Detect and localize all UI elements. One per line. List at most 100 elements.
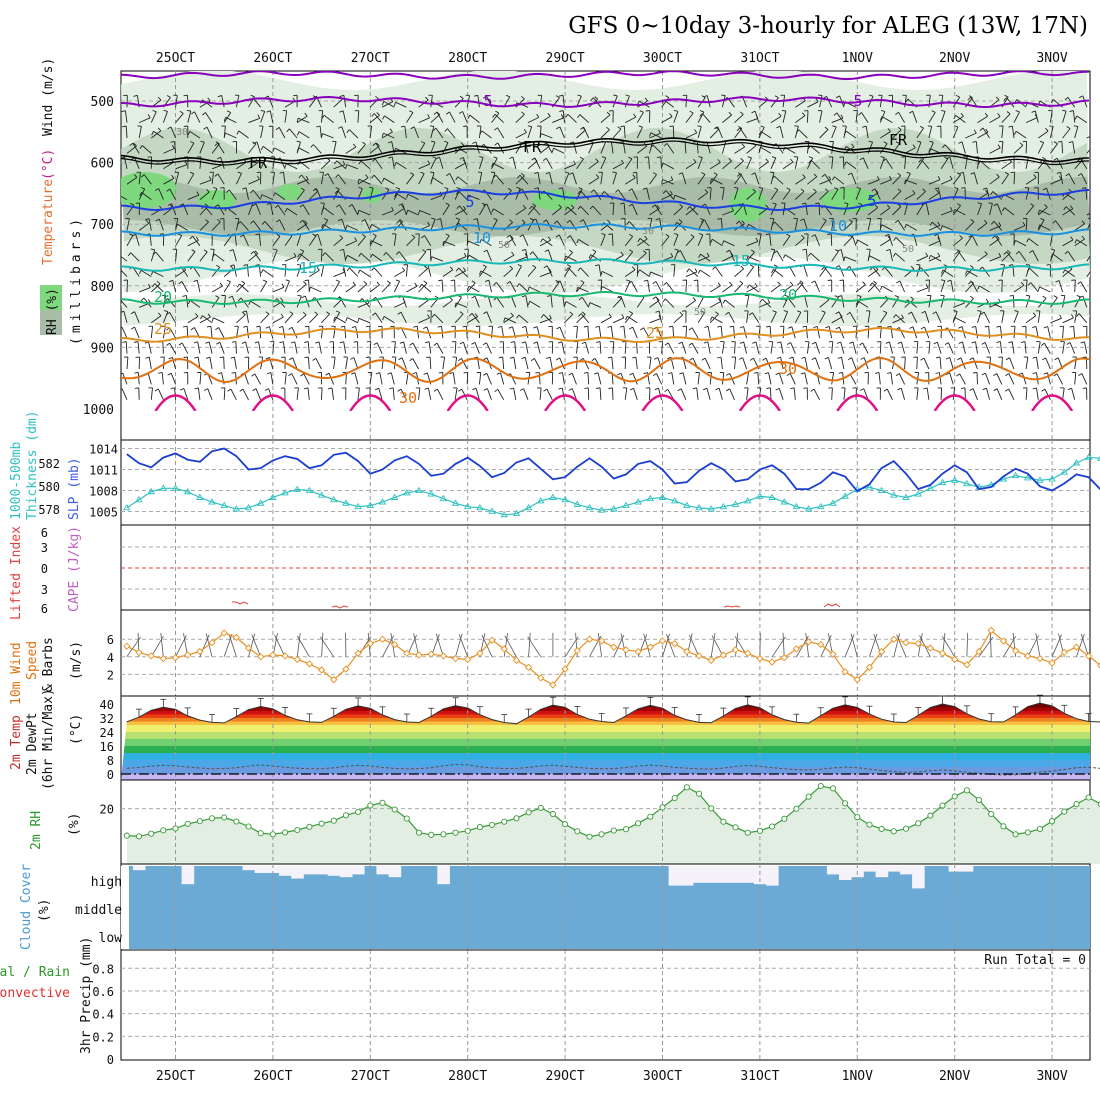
wind-speed-point [354,649,362,657]
wind-barb [842,156,845,169]
wind-barb [1025,387,1028,400]
wind-barb-flag [140,187,145,190]
wind-barb-flag [414,282,418,287]
wind-barb-flag [620,217,626,220]
wind-barb-flag [1074,239,1078,244]
wind-barb-flag [874,371,880,374]
thickness-tick-label: 582 [38,457,60,471]
wind-barb-flag [297,263,302,266]
wind-barb [724,299,735,308]
wind-barb-flag [413,325,418,328]
wind-barb [715,266,723,277]
wind-barb [697,372,700,385]
wind-barb [427,264,432,277]
rh-2m-point [403,815,410,822]
wind-speed-point [1048,659,1056,667]
wind-barb [742,357,748,370]
wind-barb [169,312,176,324]
date-tick-bottom: 27OCT [351,1069,390,1084]
wind-barb-flag [811,234,816,237]
wind-barb [637,238,648,247]
wind-barb-flag [518,188,523,192]
wind-speed-point [914,639,922,648]
cloud-tick-middle: middle [75,903,122,918]
precip-tick-label: 0.2 [92,1030,114,1044]
wind-barb-flag [373,342,378,346]
isotherm-35 [446,394,489,411]
wind-barb [428,341,432,354]
wind-barb [952,387,956,400]
thickness-point [670,497,679,504]
wind-barb [707,326,711,339]
wind-barb-flag [545,172,550,175]
temp-tick-label: 16 [100,740,114,754]
wind-barb [518,314,529,324]
wind-barb-flag [346,267,350,272]
wind-barb [961,141,966,154]
wind-barb [486,388,492,400]
wind-barb-flag [466,240,469,246]
wind-barb [971,281,978,293]
wind-barb [381,282,391,293]
rh-2m-point [318,820,325,827]
thickness-point [780,498,789,505]
wind-barb [248,633,256,657]
wind-barb [1032,250,1039,262]
wind-barb-flag [335,187,340,190]
wind-barb [416,326,420,339]
wind-barb-flag [527,286,530,291]
wind-barb [990,632,992,657]
slp-tick-label: 1011 [89,464,118,478]
thickness-point [707,505,715,512]
wind-barb-flag [789,281,794,286]
wind-barb-flag [264,388,269,391]
wind-barb [272,249,278,262]
wind-barb [814,280,821,293]
wind-barb-flag [231,371,236,374]
wind-barb-flag [984,189,989,194]
wind-barb-flag [339,248,344,251]
wind-barb-flag [954,125,959,128]
wind-barb [353,357,359,370]
wind-barb [770,249,776,262]
wind-barb [720,326,723,339]
wind-barb-flag [649,132,652,137]
wind-barb-flag [794,125,799,127]
wind-barb-flag [398,357,403,361]
wind-barb-flag [588,254,592,259]
wind-barb-flag [620,202,625,205]
wind-speed-point [305,660,314,668]
wind-barb-flag [304,279,309,282]
wind-barb-flag [591,358,596,362]
wind-barb-flag [357,269,361,274]
wind-barb [449,173,456,185]
wind-barb-flag [688,327,693,331]
wind-barb-flag [835,265,840,268]
wind-barb [320,110,324,123]
wind-barb-flag [834,187,839,190]
wind-barb-flag [304,112,308,117]
wind-barb-flag [1050,248,1055,251]
wind-barb [662,633,670,657]
wind-barb [916,204,924,216]
wind-speed-point [890,635,898,643]
wind-barb-flag [799,280,804,284]
isotherm-label: 5 [483,92,492,110]
wind-barb-flag [1053,373,1058,377]
wind-barb [734,341,736,354]
wind-barb [977,222,988,231]
wind-barb [872,266,881,277]
wind-barb-flag [494,127,498,131]
wind-barb-flag [1026,238,1030,243]
wind-barb-flag [549,268,552,273]
wind-barb-flag [700,217,705,221]
wind-barb [572,172,577,185]
wind-barb-flag [564,301,567,306]
wind-barb [579,114,590,123]
wind-barb-flag [155,218,160,222]
wind-barb-flag [907,311,912,315]
pressure-level-label: 800 [91,280,114,295]
wind-barb-flag [959,235,963,239]
wind-barb [1018,251,1027,262]
wind-barb-flag [979,127,984,131]
